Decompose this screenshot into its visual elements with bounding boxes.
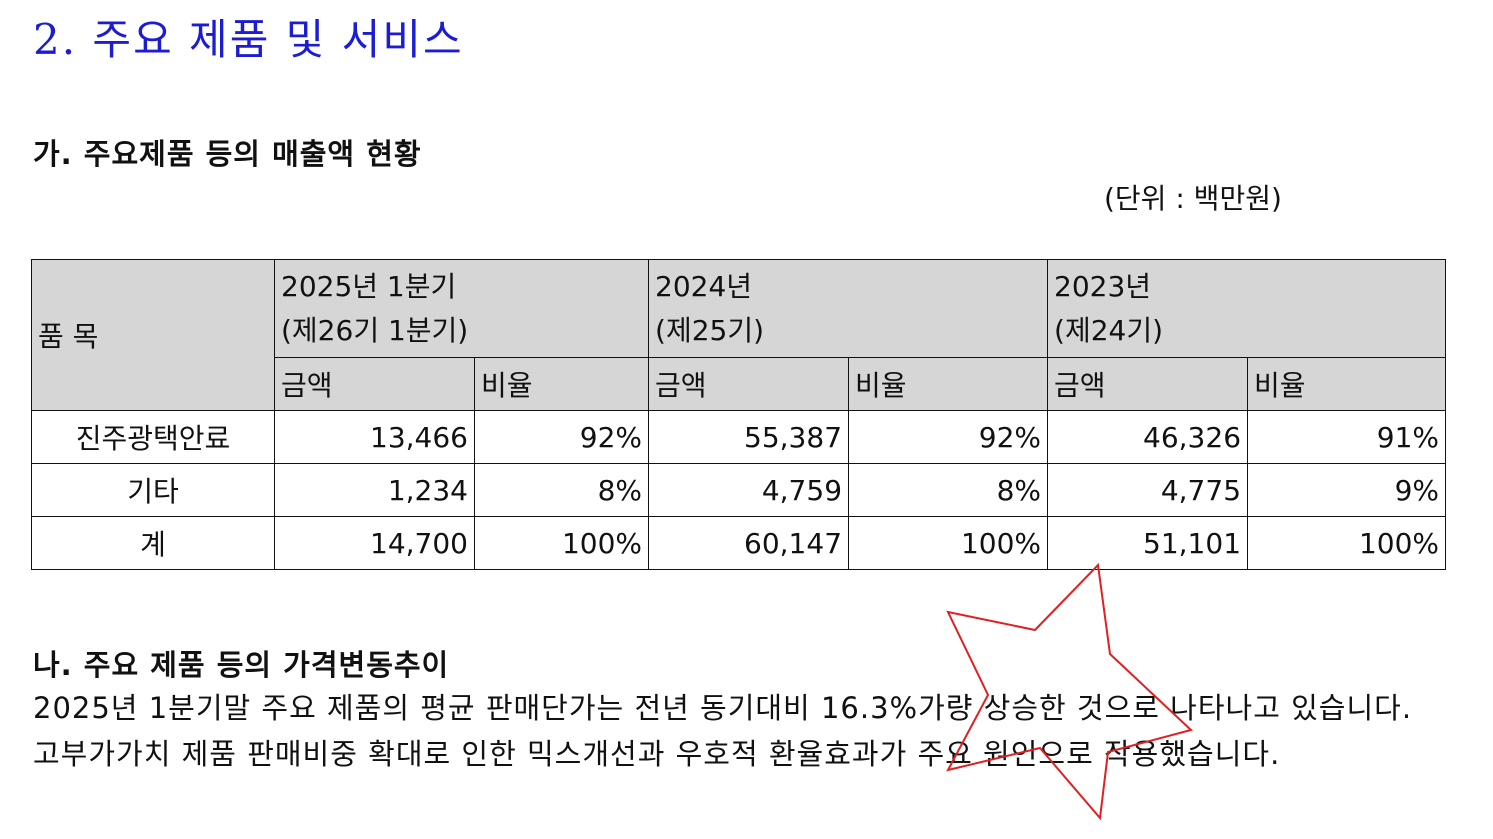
header-period-2024: 2024년 (제25기) [648, 259, 1049, 358]
cell-ratio: 9% [1247, 463, 1447, 517]
header-amount: 금액 [1047, 357, 1249, 411]
cell-ratio: 100% [473, 516, 650, 570]
cell-amount: 51,101 [1047, 516, 1249, 570]
cell-ratio: 100% [1247, 516, 1447, 570]
cell-amount: 46,326 [1047, 410, 1249, 464]
section-title: 2. 주요 제품 및 서비스 [33, 15, 464, 64]
header-period-2025q1: 2025년 1분기 (제26기 1분기) [273, 259, 650, 358]
subsection-a-title: 가. 주요제품 등의 매출액 현황 [33, 137, 422, 171]
star-outline-shape [946, 562, 1193, 821]
header-period-2023: 2023년 (제24기) [1047, 259, 1447, 358]
cell-ratio: 92% [473, 410, 650, 464]
header-amount: 금액 [274, 357, 475, 411]
cell-amount: 4,759 [648, 463, 850, 517]
cell-amount: 13,466 [274, 410, 475, 464]
cell-ratio: 8% [848, 463, 1049, 517]
cell-ratio: 8% [473, 463, 650, 517]
cell-amount: 1,234 [274, 463, 475, 517]
row-item-name: 진주광택안료 [31, 410, 275, 464]
table-row: 진주광택안료 13,466 92% 55,387 92% 46,326 91% [31, 410, 1447, 464]
table-row: 기타 1,234 8% 4,759 8% 4,775 9% [31, 463, 1447, 517]
cell-amount: 14,700 [274, 516, 475, 570]
cell-amount: 55,387 [648, 410, 850, 464]
header-ratio: 비율 [473, 357, 650, 411]
cell-ratio: 91% [1247, 410, 1447, 464]
subsection-b-title: 나. 주요 제품 등의 가격변동추이 [33, 648, 450, 682]
header-ratio: 비율 [1247, 357, 1447, 411]
row-item-name: 기타 [31, 463, 275, 517]
sales-table: 품 목 2025년 1분기 (제26기 1분기) 2024년 (제25기) 20… [31, 259, 1447, 570]
cell-amount: 4,775 [1047, 463, 1249, 517]
unit-note: (단위 : 백만원) [1104, 182, 1282, 215]
table-row-total: 계 14,700 100% 60,147 100% 51,101 100% [31, 516, 1447, 570]
cell-amount: 60,147 [648, 516, 850, 570]
price-trend-paragraph: 2025년 1분기말 주요 제품의 평균 판매단가는 전년 동기대비 16.3%… [33, 691, 1413, 771]
header-ratio: 비율 [848, 357, 1049, 411]
